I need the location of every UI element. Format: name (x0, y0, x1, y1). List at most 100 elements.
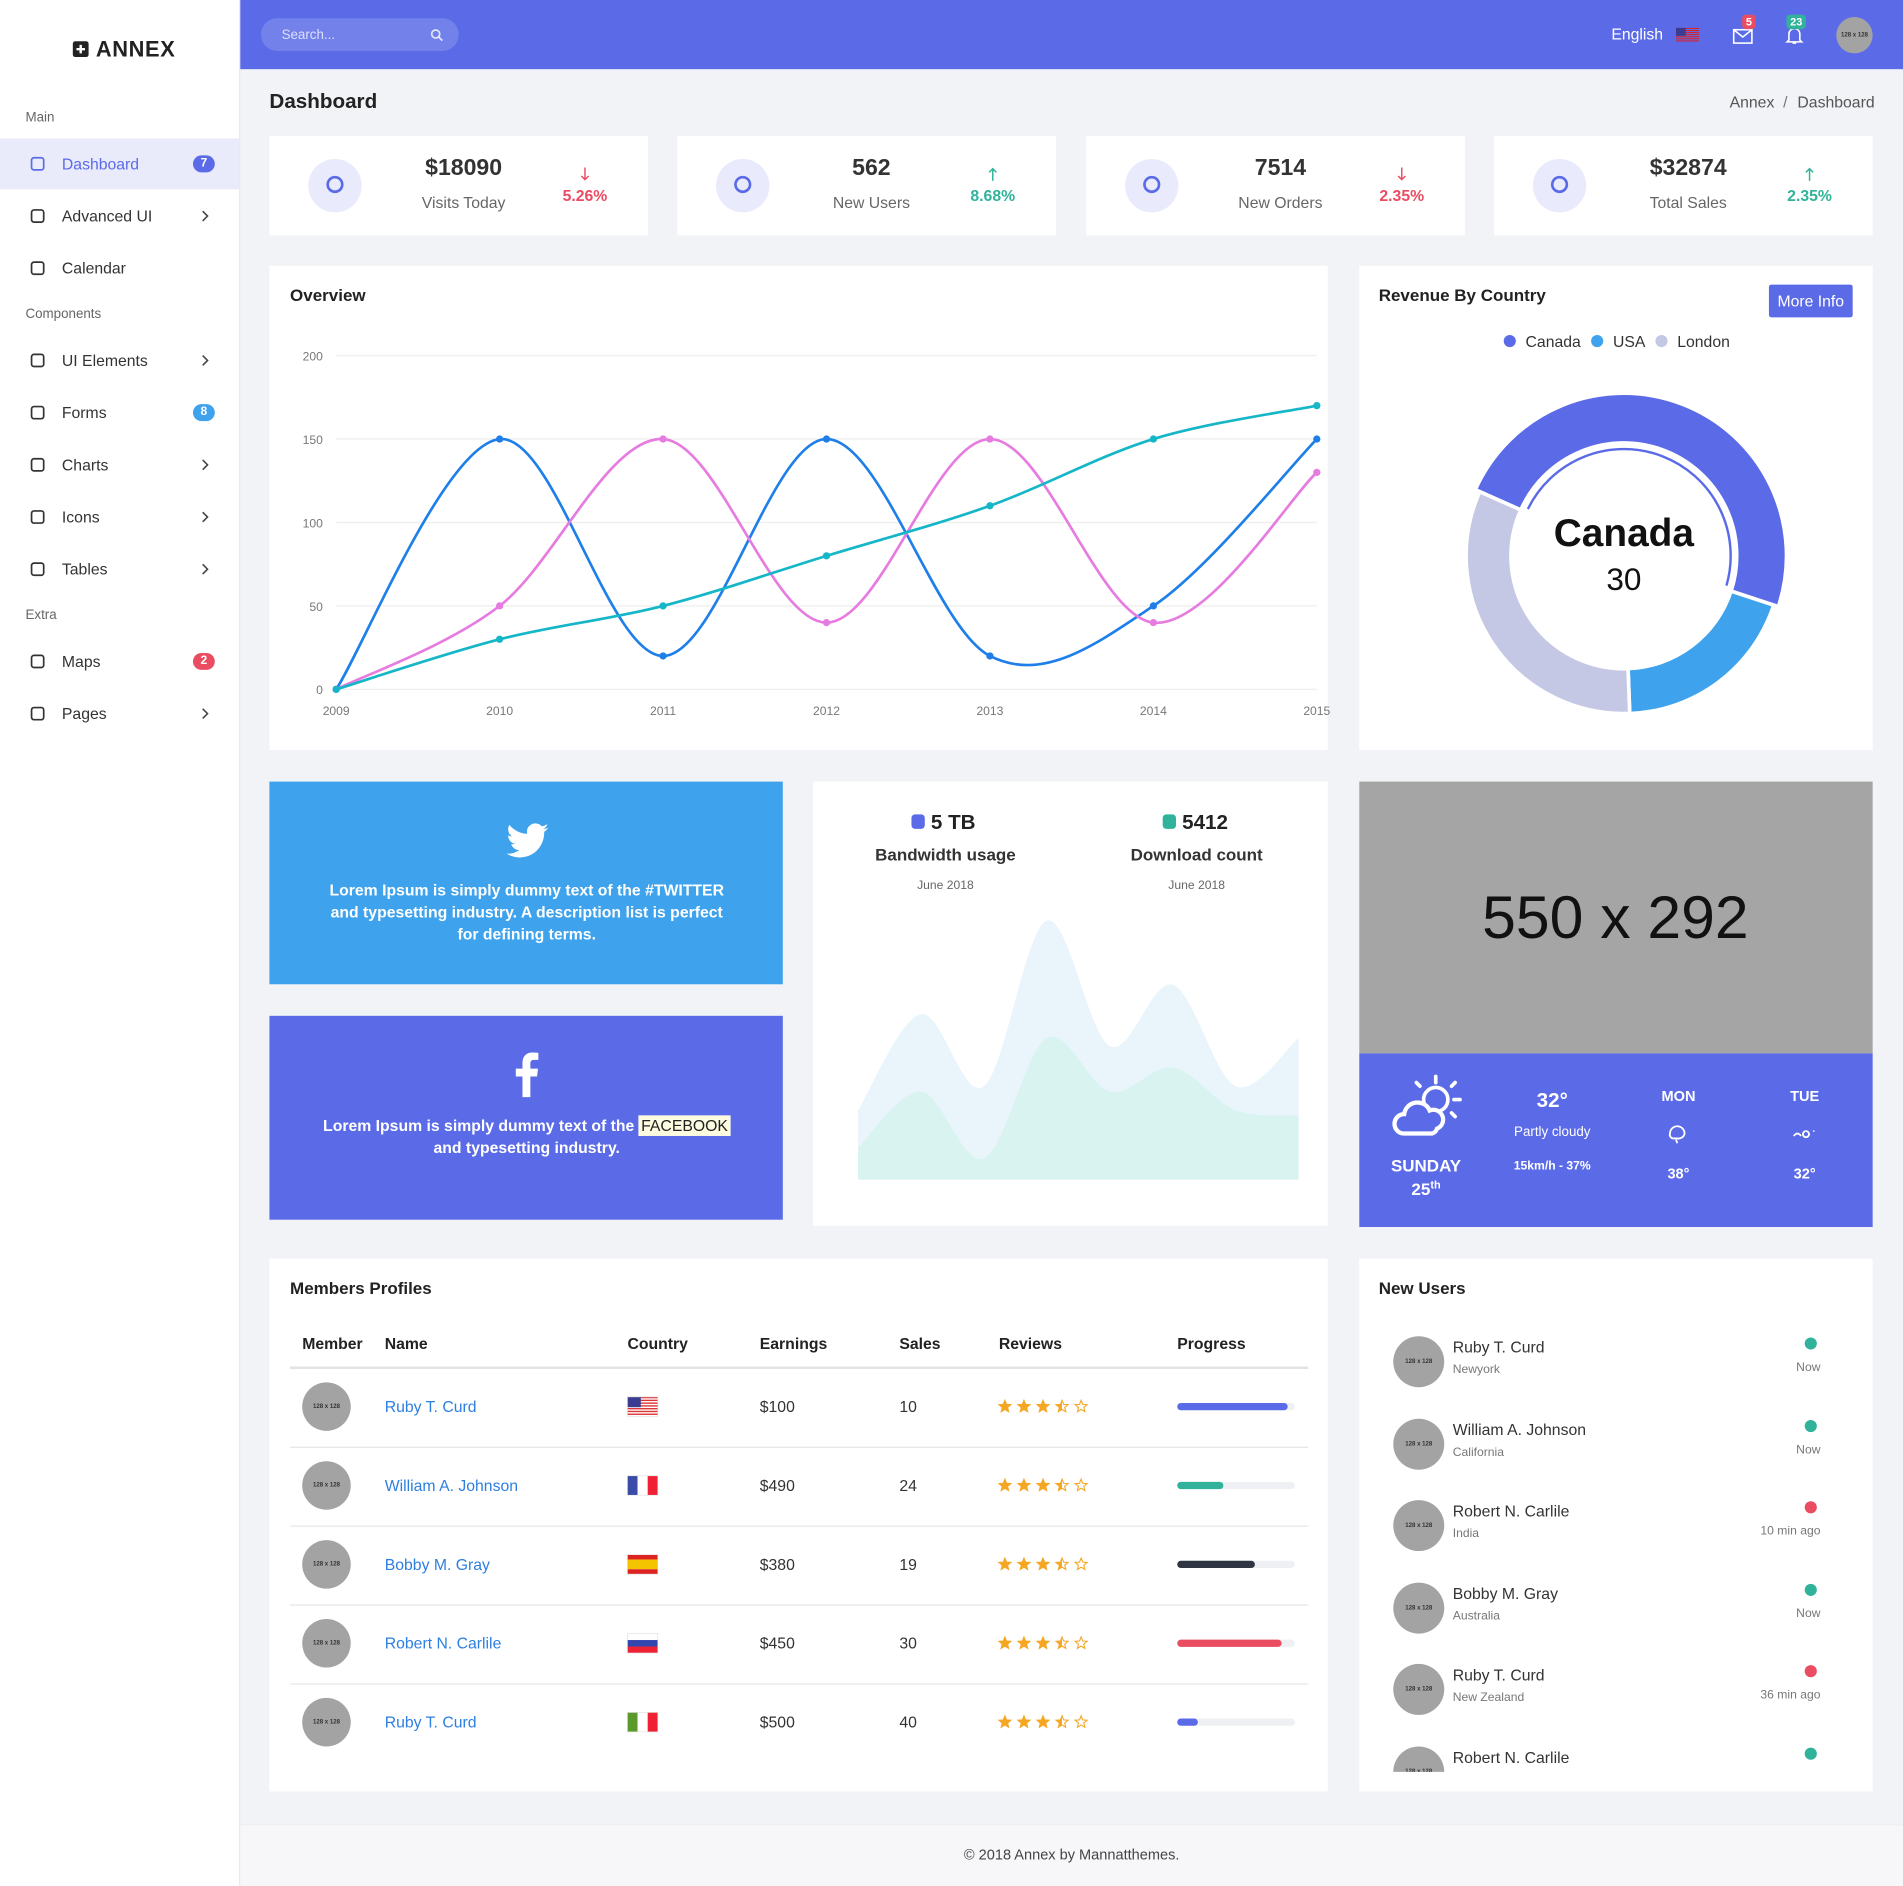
user-location: India (1452, 1527, 1480, 1541)
stat-label: Visits Today (421, 193, 506, 212)
table-header: Country (627, 1334, 688, 1353)
status-dot (1804, 1419, 1817, 1432)
star (997, 1635, 1013, 1650)
bell-icon (1785, 27, 1804, 44)
star (1054, 1714, 1070, 1729)
flag-stripe (627, 1413, 658, 1415)
forecast-icon (1668, 1125, 1686, 1144)
star (1054, 1477, 1070, 1492)
user-time: 10 min ago (1760, 1525, 1821, 1539)
stat-glyph (911, 814, 925, 829)
bell-shape (1785, 27, 1804, 44)
sidebar-icon (30, 156, 45, 171)
table-header: Earnings (759, 1334, 828, 1353)
sidebar-icon (30, 706, 45, 721)
arrow (988, 167, 997, 181)
sidebar-icon (30, 353, 45, 368)
sidebar-item[interactable]: Icons (0, 492, 239, 543)
user-location: Newyork (1452, 1363, 1500, 1377)
sidebar-item[interactable]: Maps 2 (0, 636, 239, 687)
search-box[interactable]: Search... (260, 18, 459, 51)
weather-date-number: 25 (1411, 1179, 1431, 1199)
user-location: Australia (1452, 1609, 1500, 1624)
flag-stripe (1676, 32, 1700, 34)
chevron (202, 355, 209, 366)
sidebar-badge: 7 (192, 155, 215, 173)
avatar: 128 x 128 (302, 1619, 351, 1668)
facebook-text: Lorem Ipsum is simply dummy text of the … (308, 1115, 745, 1159)
member-name[interactable]: Robert N. Carlile (384, 1634, 502, 1653)
card-title: Members Profiles (290, 1277, 432, 1298)
sidebar-item[interactable]: Dashboard 7 (0, 138, 240, 190)
weather-condition: Partly cloudy (1514, 1125, 1591, 1140)
sidebar-section-title: Components (25, 307, 102, 322)
flag-stripe (1676, 29, 1700, 32)
flag-stripe (627, 1408, 658, 1410)
sidebar-item[interactable]: UI Elements (0, 335, 239, 386)
stat-glyph (1162, 814, 1177, 829)
sidebar-icon-shape (30, 510, 45, 524)
star (1073, 1398, 1089, 1413)
forecast-glyph (1793, 1130, 1815, 1139)
stat-icon-glyph (326, 175, 344, 194)
revenue-card (1359, 265, 1873, 751)
topbar (240, 0, 1903, 70)
sidebar-item[interactable]: Tables (0, 544, 239, 595)
sidebar-icon (30, 261, 45, 276)
card-title: New Users (1378, 1277, 1466, 1298)
sidebar-item[interactable]: Charts (0, 439, 239, 490)
progress-track (1177, 1718, 1295, 1726)
more-info-button[interactable]: More Info (1768, 284, 1853, 318)
breadcrumb-item: Annex (1729, 92, 1775, 112)
member-name[interactable]: Ruby T. Curd (384, 1397, 477, 1416)
rating-stars (997, 1477, 1089, 1492)
twitter-bird (506, 823, 549, 858)
star (997, 1714, 1013, 1729)
sidebar-icon (30, 209, 45, 223)
flag-canton (627, 1396, 641, 1408)
mail-flap (1733, 29, 1753, 39)
brand: ANNEX (95, 37, 176, 62)
sidebar-item[interactable]: Advanced UI (0, 191, 239, 242)
user-time: 36 min ago (1760, 1689, 1821, 1703)
sidebar-section-title: Main (25, 110, 55, 126)
star (1035, 1714, 1051, 1729)
earnings: $500 (759, 1713, 795, 1732)
member-name[interactable]: William A. Johnson (384, 1476, 519, 1495)
star (997, 1398, 1013, 1413)
language[interactable]: English (1611, 24, 1664, 44)
avatar: 128 x 128 (302, 1697, 351, 1747)
sidebar-icon-shape (30, 654, 45, 669)
flag-stripe (627, 1402, 658, 1404)
sidebar-icon (30, 654, 45, 669)
member-name[interactable]: Bobby M. Gray (384, 1555, 490, 1574)
stat-icon (716, 158, 770, 213)
mail-badge[interactable]: 5 (1742, 14, 1756, 30)
stat-value: $32874 (1649, 155, 1727, 181)
avatar: 128 x 128 (302, 1461, 351, 1510)
avatar-text: 128 x 128 (312, 1481, 340, 1490)
user-location: California (1452, 1445, 1505, 1459)
star (1054, 1635, 1070, 1650)
avatar-text: 128 x 128 (1840, 31, 1868, 39)
cloud (1392, 1100, 1446, 1136)
notification-badge[interactable]: 23 (1786, 14, 1806, 30)
user-name: Ruby T. Curd (1452, 1338, 1545, 1357)
facebook-f (515, 1052, 539, 1098)
sidebar-item[interactable]: Forms 8 (0, 387, 239, 438)
sidebar-label: Tables (61, 560, 108, 579)
stat-value: 562 (852, 155, 891, 181)
member-name[interactable]: Ruby T. Curd (384, 1713, 477, 1732)
star (1073, 1714, 1089, 1729)
sidebar-item[interactable]: Pages (0, 688, 239, 739)
arrow (1805, 167, 1814, 181)
row-divider (290, 1683, 1309, 1685)
flag-border (627, 1396, 659, 1417)
magnifier (430, 29, 441, 39)
forecast-temp: 38° (1667, 1165, 1690, 1183)
stat-icon (308, 158, 362, 213)
forecast-glyph (1668, 1125, 1686, 1144)
stat-change: 8.68% (970, 186, 1016, 205)
sidebar-icon-shape (30, 706, 45, 721)
sidebar-item[interactable]: Calendar (0, 243, 239, 294)
